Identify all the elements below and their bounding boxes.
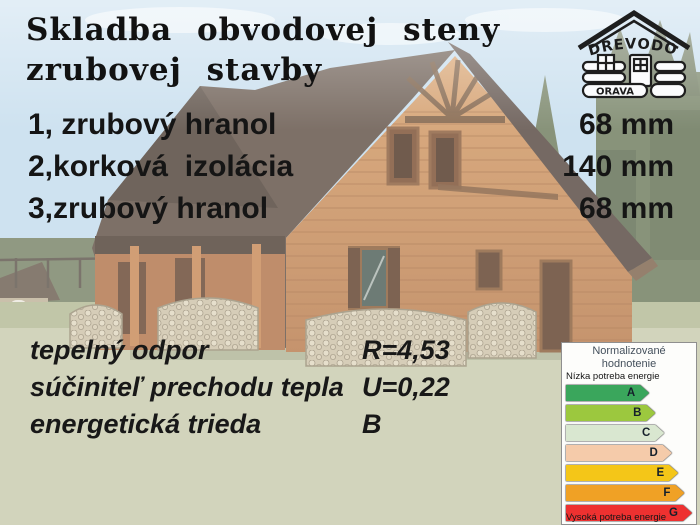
layer-3-label: 3,zrubový hranol xyxy=(28,192,269,225)
energy-low-note: Nízka potreba energie xyxy=(566,371,660,382)
energy-class-arrow-E: E xyxy=(566,465,692,481)
logo-subname: ORAVA xyxy=(596,87,634,98)
spec-label: energetická trieda xyxy=(30,409,262,439)
energy-high-note: Vysoká potreba energie xyxy=(566,512,666,523)
layer-2-label: 2,korková izolácia xyxy=(28,150,294,183)
energy-class-letter: D xyxy=(649,447,658,459)
door xyxy=(539,259,573,353)
energy-class-letter: E xyxy=(656,467,665,479)
energy-class-arrow-G: G xyxy=(566,505,692,521)
spec-value: B xyxy=(362,409,382,439)
spec-row-thermal-resistance: tepelný odpor R=4,53 xyxy=(30,332,500,369)
slide-title-line1: Skladba obvodovej steny xyxy=(26,12,501,48)
purlin-beam xyxy=(438,184,558,200)
layer-1-value: 68 mm xyxy=(578,108,674,141)
spec-value: R=4,53 xyxy=(362,335,450,365)
layer-2-value: 140 mm xyxy=(562,150,674,183)
slide-title-line2: zrubovej stavby xyxy=(26,52,323,88)
layer-row-1: 1, zrubový hranol 68 mm xyxy=(28,104,674,146)
drevodom-orava-logo: DREVODOM ORAVA xyxy=(573,5,691,99)
layer-row-3: 3,zrubový hranol 68 mm xyxy=(28,188,674,230)
energy-class-arrow-C: C xyxy=(566,425,692,441)
layer-3-value: 68 mm xyxy=(578,192,674,225)
energy-class-letter: C xyxy=(641,427,651,439)
layer-row-2: 2,korková izolácia 140 mm xyxy=(28,146,674,188)
layer-1-label: 1, zrubový hranol xyxy=(28,108,277,141)
energy-class-scale: A B C D E F G xyxy=(566,385,692,521)
wall-layer-list: 1, zrubový hranol 68 mm 2,korková izolác… xyxy=(28,104,674,230)
logo-roof xyxy=(577,10,691,51)
energy-class-arrow-D: D xyxy=(566,445,692,461)
slide-title: Skladba obvodovej steny zrubovej stavby xyxy=(26,10,626,90)
energy-rating-card: Normalizované hodnotenie Nízka potreba e… xyxy=(561,342,697,525)
thermal-specs: tepelný odpor R=4,53 súčiniteľ prechodu … xyxy=(30,332,500,443)
energy-class-arrow-F: F xyxy=(566,485,692,501)
firewood-stacks xyxy=(69,297,537,367)
energy-class-arrow-B: B xyxy=(566,405,692,421)
logo-house-body xyxy=(581,53,687,99)
energy-card-title: Normalizované hodnotenie xyxy=(592,345,666,370)
energy-class-letter: F xyxy=(663,487,671,499)
spec-row-heat-transfer: súčiniteľ prechodu tepla U=0,22 xyxy=(30,369,500,406)
spec-label: tepelný odpor xyxy=(30,335,209,365)
energy-class-letter: A xyxy=(626,387,636,399)
energy-class-letter: B xyxy=(633,407,642,419)
spec-row-energy-class: energetická trieda B xyxy=(30,406,500,443)
energy-class-arrow-A: A xyxy=(566,385,692,401)
spec-value: U=0,22 xyxy=(362,372,450,402)
spec-label: súčiniteľ prechodu tepla xyxy=(30,372,344,402)
windows xyxy=(348,126,573,353)
energy-class-letter: G xyxy=(669,507,678,519)
